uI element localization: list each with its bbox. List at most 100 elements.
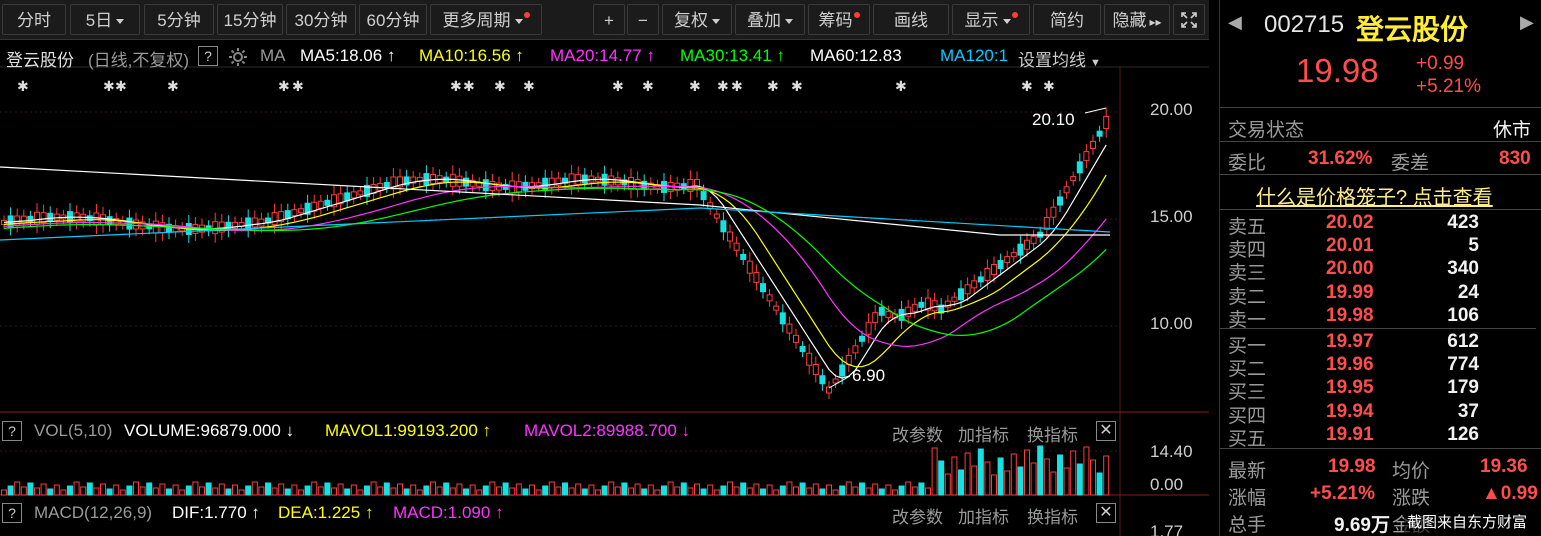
more-periods-button[interactable]: 更多周期: [430, 4, 542, 35]
ma-settings-button[interactable]: 设置均线 ▼: [1018, 51, 1101, 70]
kline-chart-area[interactable]: 登云股份 (日线,不复权) ? MA MA5:18.06 ↑ MA10:16.5…: [0, 40, 1209, 536]
ma5-value: MA5:18.06 ↑: [300, 46, 396, 65]
volume-bar: [232, 484, 238, 496]
candle-body: [1090, 140, 1096, 149]
edit-params-button[interactable]: 改参数: [892, 508, 943, 527]
period-30min-button[interactable]: 30分钟: [286, 4, 356, 35]
event-marker-icon[interactable]: ✱: [895, 78, 907, 94]
candle-body: [944, 300, 951, 308]
adjust-rights-button[interactable]: 复权: [662, 4, 732, 35]
help-icon[interactable]: ?: [2, 421, 22, 441]
period-15min-button[interactable]: 15分钟: [217, 4, 283, 35]
zoom-out-button[interactable]: −: [627, 4, 659, 35]
volume-bar: [304, 485, 311, 496]
ask-level-price: 20.00: [1326, 258, 1374, 280]
close-icon[interactable]: ✕: [1096, 421, 1116, 441]
help-icon[interactable]: ?: [2, 503, 22, 523]
event-marker-icon[interactable]: ✱: [689, 78, 701, 94]
candle-body: [317, 200, 324, 209]
next-stock-icon[interactable]: ▶: [1520, 12, 1534, 32]
event-marker-icon[interactable]: ✱: [642, 78, 654, 94]
zd-label: 涨跌: [1392, 488, 1431, 509]
trade-status: 休市: [1493, 120, 1532, 141]
volume-bar: [568, 487, 575, 496]
price-axis-label: 20.00: [1150, 100, 1193, 119]
draw-line-button[interactable]: 画线: [873, 4, 949, 35]
volume-bar: [179, 489, 186, 496]
hide-button[interactable]: 隐藏 ▸▸: [1104, 4, 1170, 35]
candle-body: [826, 386, 832, 394]
period-60min-button[interactable]: 60分钟: [359, 4, 427, 35]
volume-bar: [694, 483, 700, 496]
period-timeshare-button[interactable]: 分时: [2, 4, 66, 35]
help-icon[interactable]: ?: [198, 46, 218, 66]
close-icon[interactable]: ✕: [1096, 503, 1116, 523]
event-marker-icon[interactable]: ✱: [767, 78, 779, 94]
dea-value: DEA:1.225 ↑: [278, 503, 374, 522]
add-indicator-button[interactable]: 加指标: [958, 426, 1009, 445]
chips-button[interactable]: 筹码: [808, 4, 870, 35]
overlay-button[interactable]: 叠加: [735, 4, 805, 35]
volume-bar: [159, 483, 166, 496]
bid-level-label: 买二: [1228, 359, 1267, 381]
price-cage-link[interactable]: 什么是价格笼子? 点击查看: [1256, 187, 1493, 209]
event-marker-icon[interactable]: ✱: [292, 78, 304, 94]
volume-bar: [357, 489, 364, 496]
event-marker-icon[interactable]: ✱: [494, 78, 506, 94]
candle-body: [793, 334, 799, 343]
volume-bar: [469, 484, 476, 496]
display-button[interactable]: 显示: [952, 4, 1030, 35]
switch-indicator-button[interactable]: 换指标: [1027, 508, 1078, 527]
switch-indicator-button[interactable]: 换指标: [1027, 426, 1078, 445]
candle-body: [278, 211, 285, 223]
candle-body: [324, 199, 331, 206]
volume-bar: [1103, 455, 1110, 496]
zoom-in-button[interactable]: +: [593, 4, 625, 35]
volume-bar: [529, 484, 535, 496]
avg-label: 均价: [1392, 461, 1431, 482]
event-marker-icon[interactable]: ✱: [17, 78, 29, 94]
event-marker-icon[interactable]: ✱: [115, 78, 127, 94]
event-marker-icon[interactable]: ✱: [1043, 78, 1055, 94]
edit-params-button[interactable]: 改参数: [892, 426, 943, 445]
volume-bar: [911, 486, 918, 496]
volume-bar: [403, 488, 410, 496]
event-marker-icon[interactable]: ✱: [463, 78, 475, 94]
event-marker-icon[interactable]: ✱: [1021, 78, 1033, 94]
simple-mode-button[interactable]: 简约: [1033, 4, 1101, 35]
volume-bar: [984, 461, 991, 496]
bid-level-price: 19.95: [1326, 377, 1374, 399]
event-marker-icon[interactable]: ✱: [278, 78, 290, 94]
volume-bar: [1030, 462, 1037, 496]
candle-body: [1043, 216, 1050, 230]
event-marker-icon[interactable]: ✱: [731, 78, 743, 94]
candle-body: [918, 301, 925, 308]
event-marker-icon[interactable]: ✱: [450, 78, 462, 94]
volume-bar: [139, 486, 146, 496]
volume-bar: [859, 482, 865, 496]
fullscreen-button[interactable]: [1173, 4, 1205, 35]
event-marker-icon[interactable]: ✱: [791, 78, 803, 94]
volume-bar: [126, 485, 133, 496]
candle-body: [555, 177, 562, 186]
volume-bar: [654, 489, 661, 496]
stock-name: 登云股份: [1356, 14, 1469, 45]
gear-icon[interactable]: [228, 47, 248, 67]
add-indicator-button[interactable]: 加指标: [958, 508, 1009, 527]
volume-bar: [760, 488, 766, 496]
event-marker-icon[interactable]: ✱: [717, 78, 729, 94]
high-price-annotation: 20.10: [1032, 110, 1075, 129]
event-marker-icon[interactable]: ✱: [167, 78, 179, 94]
candle-body: [984, 267, 991, 281]
volume-bar: [278, 483, 285, 496]
volume-bar: [350, 484, 357, 496]
period-5day-button[interactable]: 5日: [70, 4, 140, 35]
event-marker-icon[interactable]: ✱: [523, 78, 535, 94]
period-5min-button[interactable]: 5分钟: [144, 4, 214, 35]
chevron-down-icon: ▼: [1090, 57, 1101, 69]
event-marker-icon[interactable]: ✱: [612, 78, 624, 94]
volume-bar: [826, 484, 832, 496]
prev-stock-icon[interactable]: ◀: [1228, 12, 1242, 32]
event-marker-icon[interactable]: ✱: [103, 78, 115, 94]
volume-bar: [773, 489, 780, 496]
